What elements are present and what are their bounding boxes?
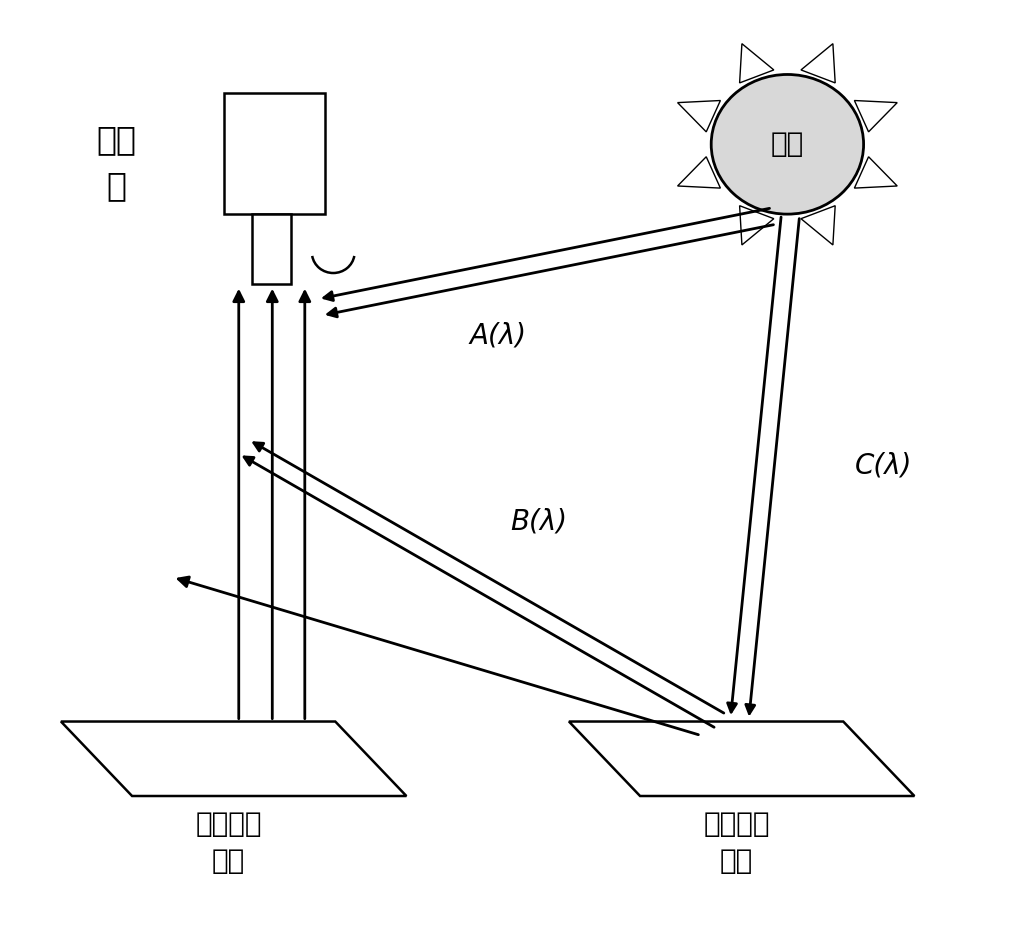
Polygon shape bbox=[801, 206, 835, 245]
Polygon shape bbox=[61, 722, 406, 796]
Polygon shape bbox=[740, 206, 774, 245]
Polygon shape bbox=[678, 101, 720, 132]
Bar bbox=[252, 214, 291, 284]
Text: B(λ): B(λ) bbox=[510, 507, 567, 535]
Polygon shape bbox=[801, 44, 835, 83]
Polygon shape bbox=[678, 156, 720, 188]
Text: 太阳: 太阳 bbox=[771, 130, 804, 158]
Text: C(λ): C(λ) bbox=[855, 452, 912, 479]
Text: 当前地表
位置: 当前地表 位置 bbox=[195, 810, 262, 875]
Polygon shape bbox=[569, 722, 914, 796]
Circle shape bbox=[711, 74, 864, 214]
Text: 临近地表
位置: 临近地表 位置 bbox=[703, 810, 770, 875]
Bar bbox=[224, 93, 325, 214]
Polygon shape bbox=[854, 156, 897, 188]
Polygon shape bbox=[854, 101, 897, 132]
Text: A(λ): A(λ) bbox=[469, 321, 526, 349]
Text: 传感
器: 传感 器 bbox=[97, 124, 137, 202]
Polygon shape bbox=[740, 44, 774, 83]
